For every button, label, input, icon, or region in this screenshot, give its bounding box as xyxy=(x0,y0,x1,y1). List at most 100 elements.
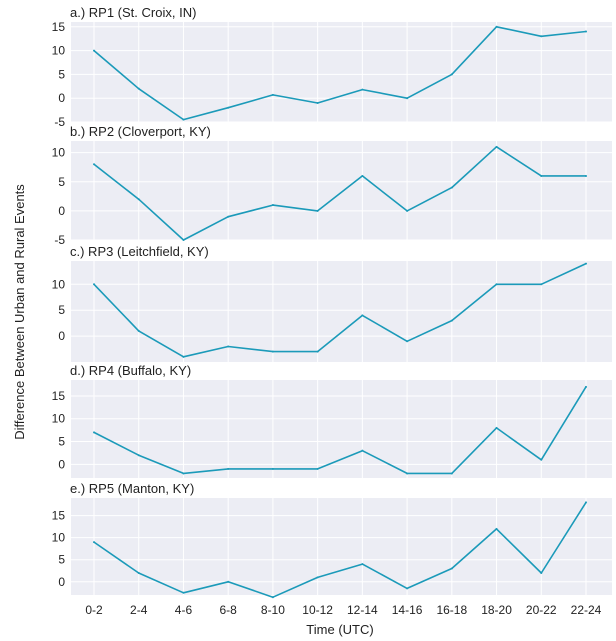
x-tick-labels: 0-2 2-4 4-6 6-8 8-10 10-12 12-14 14-16 16-18 18-2… xyxy=(85,603,601,617)
data-point xyxy=(450,319,453,322)
data-point xyxy=(316,576,319,579)
y-tick-label: 5 xyxy=(58,175,65,189)
data-point xyxy=(271,596,274,599)
data-point xyxy=(316,350,319,353)
panel-title: c.) RP3 (Leitchfield, KY) xyxy=(70,244,209,259)
y-tick-label: 10 xyxy=(52,146,66,160)
data-point xyxy=(271,204,274,207)
panel-background xyxy=(71,380,612,478)
panel-background xyxy=(71,22,612,122)
data-point xyxy=(495,283,498,286)
data-point xyxy=(182,118,185,121)
data-point xyxy=(227,215,230,218)
data-point xyxy=(93,541,95,544)
data-point xyxy=(406,340,409,343)
data-point xyxy=(316,209,319,212)
data-point xyxy=(93,283,95,286)
data-point xyxy=(227,106,230,109)
panel-1: -5 0 5 10 15 a.) RP1 (St. Croix, IN) xyxy=(52,5,612,129)
data-point xyxy=(182,239,185,241)
data-point xyxy=(271,93,274,96)
x-tick-label: 10-12 xyxy=(302,603,333,617)
data-point xyxy=(406,587,409,590)
data-point xyxy=(540,571,543,574)
data-point xyxy=(540,458,543,461)
data-point xyxy=(271,467,274,470)
data-point xyxy=(137,454,140,457)
panel-5: 0 5 10 15 e.) RP5 (Manton, KY) xyxy=(52,481,612,599)
panel-title: a.) RP1 (St. Croix, IN) xyxy=(70,5,196,20)
data-point xyxy=(182,472,185,475)
x-tick-label: 12-14 xyxy=(347,603,378,617)
y-tick-label: 5 xyxy=(58,553,65,567)
data-point xyxy=(450,567,453,570)
y-tick-label: 0 xyxy=(58,575,65,589)
y-tick-label: 0 xyxy=(58,329,65,343)
data-point xyxy=(361,563,364,566)
x-tick-label: 14-16 xyxy=(392,603,423,617)
y-tick-label: 5 xyxy=(58,435,65,449)
x-tick-label: 2-4 xyxy=(130,603,148,617)
y-tick-label: 0 xyxy=(58,457,65,471)
x-tick-label: 16-18 xyxy=(436,603,467,617)
data-point xyxy=(585,174,587,177)
data-point xyxy=(316,467,319,470)
data-point xyxy=(495,527,498,530)
y-tick-label: 0 xyxy=(58,204,65,218)
data-point xyxy=(361,449,364,452)
panel-background xyxy=(71,141,612,240)
data-point xyxy=(406,209,409,212)
data-point xyxy=(585,501,587,504)
data-point xyxy=(93,163,95,166)
panel-title: b.) RP2 (Cloverport, KY) xyxy=(70,124,211,139)
series-line xyxy=(93,262,587,358)
data-point xyxy=(361,314,364,317)
y-tick-label: 15 xyxy=(52,389,66,403)
data-point xyxy=(361,88,364,91)
data-point xyxy=(227,580,230,583)
data-point xyxy=(540,35,543,38)
panel-3: 0 5 10 c.) RP3 (Leitchfield, KY) xyxy=(52,244,612,362)
data-point xyxy=(227,467,230,470)
panel-4: 0 5 10 15 d.) RP4 (Buffalo, KY) xyxy=(52,363,612,478)
y-tick-label: 10 xyxy=(52,44,66,58)
series-line xyxy=(93,501,587,599)
data-point xyxy=(540,174,543,177)
x-tick-label: 20-22 xyxy=(526,603,557,617)
data-point xyxy=(495,426,498,429)
panel-background xyxy=(71,498,612,595)
data-point xyxy=(361,174,364,177)
panels: -5 0 5 10 15 a.) RP1 (St. Croix, IN) -5 0 5 10 b.)… xyxy=(52,5,612,599)
data-point xyxy=(495,25,498,28)
y-axis-label: Difference Between Urban and Rural Event… xyxy=(12,184,27,440)
series-line xyxy=(93,25,587,121)
data-point xyxy=(450,186,453,189)
y-tick-label: -5 xyxy=(54,233,65,247)
data-point xyxy=(182,591,185,594)
data-point xyxy=(137,87,140,90)
data-point xyxy=(585,262,587,265)
data-point xyxy=(585,385,587,388)
x-tick-label: 8-10 xyxy=(261,603,285,617)
y-tick-label: 0 xyxy=(58,91,65,105)
x-tick-label: 0-2 xyxy=(85,603,103,617)
panel-title: d.) RP4 (Buffalo, KY) xyxy=(70,363,191,378)
series-line xyxy=(93,146,586,241)
x-axis-label: Time (UTC) xyxy=(306,622,373,637)
data-point xyxy=(93,431,95,434)
data-point xyxy=(271,350,274,353)
y-tick-label: -5 xyxy=(54,115,65,129)
data-point xyxy=(406,97,409,100)
y-tick-label: 5 xyxy=(58,303,65,317)
data-point xyxy=(182,355,185,358)
panel-2: -5 0 5 10 b.) RP2 (Cloverport, KY) xyxy=(52,124,612,247)
y-tick-label: 15 xyxy=(52,20,66,34)
y-tick-label: 5 xyxy=(58,67,65,81)
data-point xyxy=(540,283,543,286)
data-point xyxy=(93,49,95,52)
y-tick-label: 10 xyxy=(52,412,66,426)
panel-background xyxy=(71,261,612,362)
x-tick-label: 18-20 xyxy=(481,603,512,617)
x-tick-label: 4-6 xyxy=(175,603,193,617)
